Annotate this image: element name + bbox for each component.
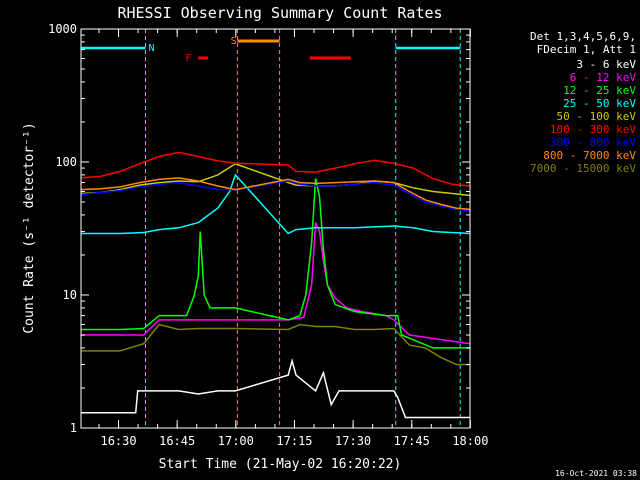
series-line-2 [81, 178, 470, 349]
series-line-1 [81, 222, 471, 345]
legend-entry-1: 6 - 12 keV [570, 71, 637, 84]
legend-entry-7: 800 - 7000 keV [543, 149, 636, 162]
legend-entry-5: 100 - 300 keV [550, 123, 636, 136]
annotation-f: F [185, 53, 191, 64]
x-tick-label-6: 18:00 [452, 434, 488, 448]
legend: Det 1,3,4,5,6,9,FDecim 1, Att 1 3 - 6 keV… [530, 30, 636, 175]
y-axis: 1 10 100 1000 [48, 22, 470, 435]
x-tick-label-3: 17:15 [276, 434, 312, 448]
series-line-8 [81, 323, 470, 366]
chart-title: RHESSI Observing Summary Count Rates [117, 4, 442, 22]
x-axis: 16:30 16:45 17:00 17:15 17:30 17:45 18:00 [98, 29, 488, 448]
series-line-3 [81, 173, 471, 235]
annotation-s: S [231, 36, 237, 47]
legend-title-line-0: Det 1,3,4,5,6,9, [530, 30, 636, 43]
timestamp: 16-Oct-2021 03:38 [555, 469, 637, 478]
legend-title-line-1: FDecim 1, Att 1 [537, 43, 636, 56]
series-line-6 [80, 180, 471, 212]
legend-entry-2: 12 - 25 keV [563, 84, 636, 97]
legend-entry-8: 7000 - 15000 keV [530, 162, 636, 175]
series-line-5 [80, 151, 471, 187]
x-tick-label-1: 16:45 [159, 434, 195, 448]
legend-entry-0: 3 - 6 keV [576, 58, 636, 71]
y-tick-label-2: 100 [55, 155, 77, 169]
x-tick-label-4: 17:30 [335, 434, 371, 448]
y-tick-label-0: 1 [70, 421, 77, 435]
x-tick-label-5: 17:45 [394, 434, 430, 448]
y-tick-label-3: 1000 [48, 22, 77, 36]
x-tick-label-0: 16:30 [100, 434, 136, 448]
plot-area: N S F [80, 29, 471, 428]
y-axis-label: Count Rate (s⁻¹ detector⁻¹) [22, 122, 37, 333]
x-axis-label: Start Time (21-May-02 16:20:22) [159, 457, 402, 472]
annotation-n: N [149, 43, 155, 54]
series-line-0 [81, 357, 470, 419]
plot-frame [80, 28, 471, 429]
series-line-7 [80, 177, 471, 211]
series-line-4 [80, 162, 471, 197]
legend-entry-6: 300 - 800 keV [550, 136, 636, 149]
legend-entry-4: 50 - 100 keV [557, 110, 637, 123]
legend-entry-3: 25 - 50 keV [563, 97, 636, 110]
y-tick-label-1: 10 [63, 288, 77, 302]
x-tick-label-2: 17:00 [218, 434, 254, 448]
